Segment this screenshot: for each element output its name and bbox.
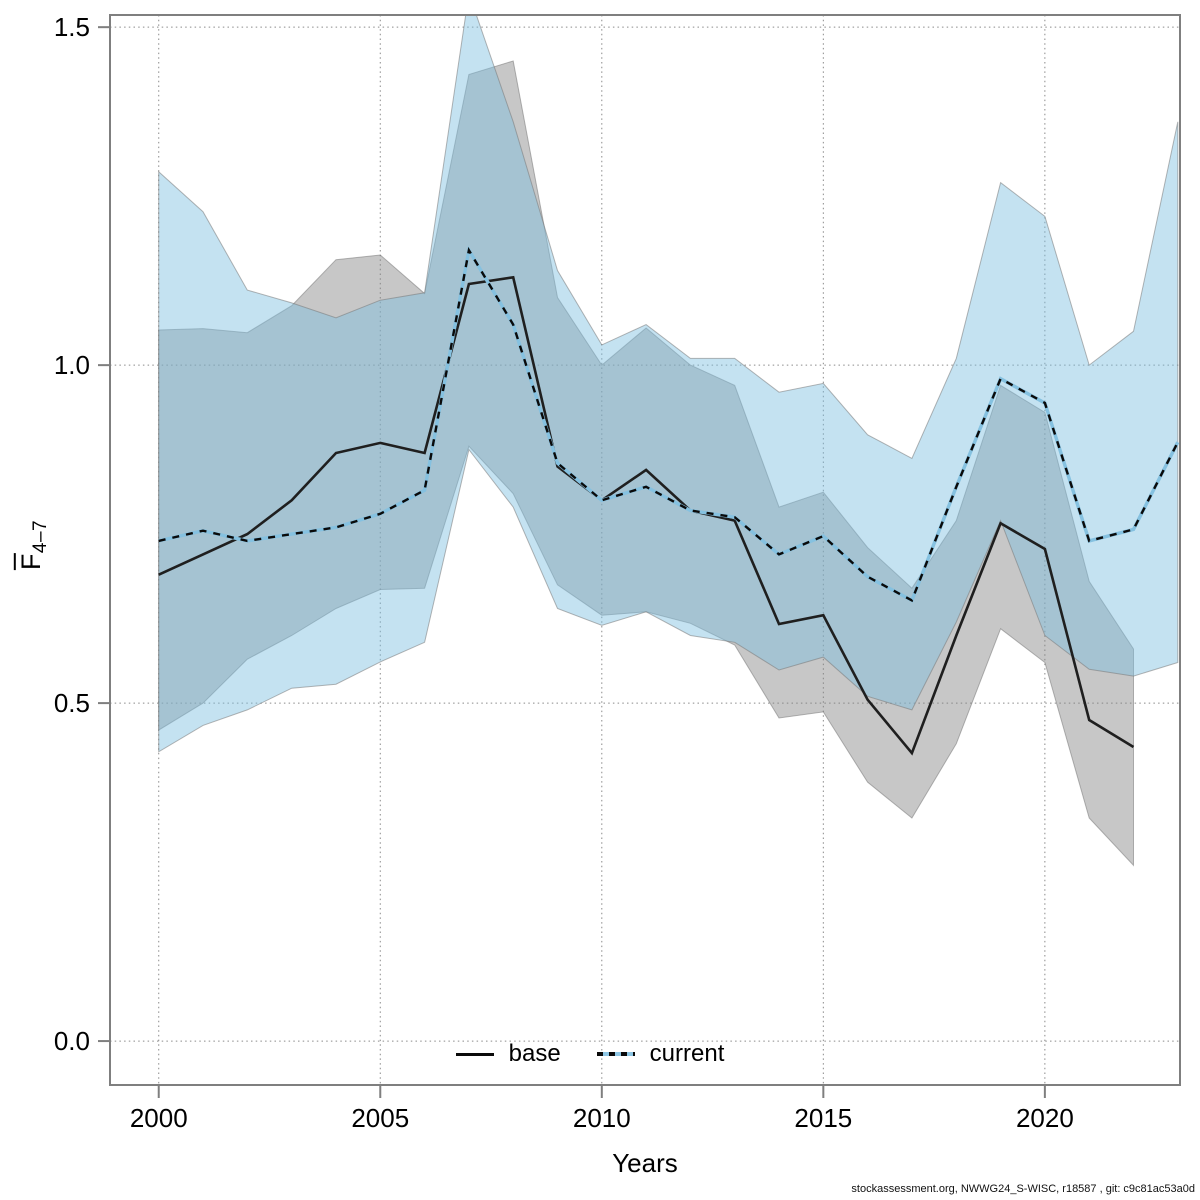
legend-label-current: current — [649, 1040, 725, 1067]
x-axis-tick-label: 2005 — [351, 1103, 409, 1133]
x-axis-title: Years — [612, 1148, 678, 1178]
base-confidence-band — [158, 60, 1134, 867]
y-axis-tick-label: 0.0 — [54, 1026, 90, 1056]
y-axis-title: F4–7 — [16, 520, 52, 570]
x-axis-tick-label: 2020 — [1016, 1103, 1074, 1133]
y-axis-title-subscript: 4–7 — [30, 519, 52, 554]
base-line — [158, 275, 1135, 756]
y-axis-title-symbol: F — [15, 553, 46, 571]
legend-item-base: base — [455, 1040, 561, 1068]
series-layer — [158, 15, 1180, 867]
provenance-footer: stockassessment.org, NWWG24_S-WISC, r185… — [851, 1183, 1195, 1195]
x-axis-tick-label: 2010 — [573, 1103, 631, 1133]
y-axis-tick-label: 1.5 — [54, 12, 90, 42]
current-line — [158, 246, 1179, 603]
plot-border — [109, 14, 1181, 1086]
y-axis-tick-label: 1.0 — [54, 350, 90, 380]
current-line-sample-icon — [596, 1052, 635, 1056]
base-line-sample-icon — [455, 1052, 494, 1056]
y-axis-tick-label: 0.5 — [54, 688, 90, 718]
x-axis-tick-label: 2015 — [794, 1103, 852, 1133]
legend-label-base: base — [508, 1040, 561, 1067]
legend: base current — [110, 1040, 1070, 1068]
x-axis-tick-label: 2000 — [130, 1103, 188, 1133]
legend-item-current: current — [596, 1040, 725, 1068]
